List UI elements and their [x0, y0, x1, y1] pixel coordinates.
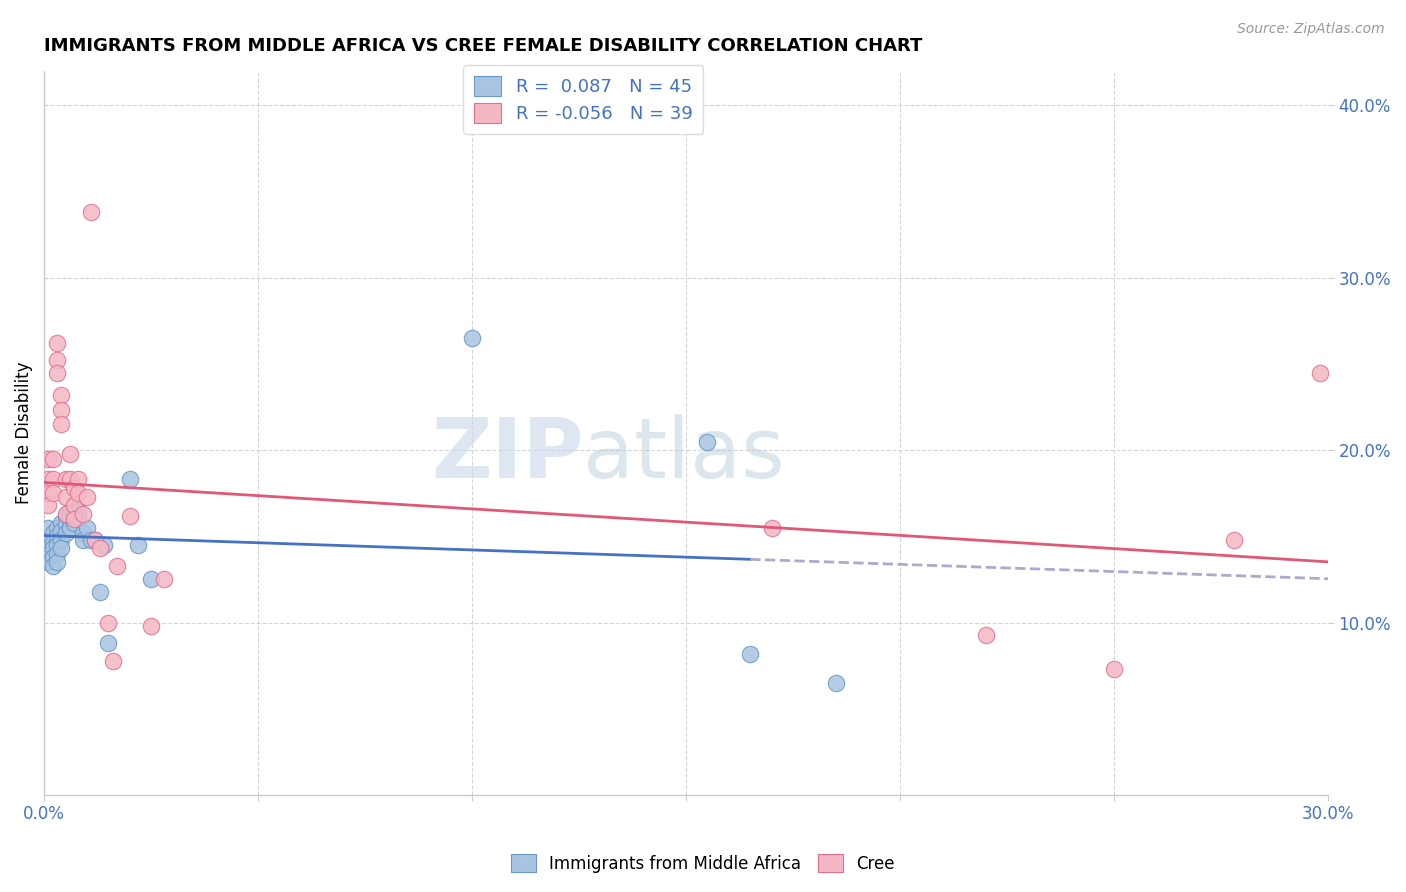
Point — [41, 525, 63, 540]
Point — [97, 615, 120, 630]
Point — [55, 473, 77, 487]
Point — [761, 521, 783, 535]
Point — [37, 499, 59, 513]
Point — [63, 499, 86, 513]
Point — [41, 558, 63, 573]
Point — [51, 524, 73, 539]
Point — [55, 490, 77, 504]
Point — [59, 447, 82, 461]
Point — [118, 473, 141, 487]
Point — [105, 558, 128, 573]
Point — [51, 533, 73, 547]
Y-axis label: Female Disability: Female Disability — [15, 361, 32, 504]
Point — [46, 529, 69, 543]
Point — [153, 573, 176, 587]
Point — [974, 628, 997, 642]
Point — [67, 473, 90, 487]
Point — [41, 550, 63, 565]
Point — [51, 417, 73, 432]
Point — [63, 499, 86, 513]
Point — [37, 547, 59, 561]
Point — [41, 473, 63, 487]
Point — [46, 538, 69, 552]
Point — [63, 481, 86, 495]
Point — [67, 512, 90, 526]
Point — [72, 507, 94, 521]
Point — [67, 503, 90, 517]
Point — [37, 486, 59, 500]
Point — [89, 541, 111, 556]
Point — [46, 366, 69, 380]
Point — [63, 516, 86, 530]
Point — [59, 521, 82, 535]
Point — [55, 508, 77, 523]
Point — [37, 473, 59, 487]
Point — [55, 525, 77, 540]
Point — [51, 388, 73, 402]
Point — [37, 533, 59, 547]
Point — [1308, 366, 1330, 380]
Text: atlas: atlas — [583, 414, 785, 495]
Point — [1223, 533, 1246, 547]
Point — [37, 541, 59, 556]
Text: ZIP: ZIP — [430, 414, 583, 495]
Point — [51, 541, 73, 556]
Point — [46, 521, 69, 535]
Point — [46, 336, 69, 351]
Point — [59, 473, 82, 487]
Point — [55, 517, 77, 532]
Point — [63, 512, 86, 526]
Point — [51, 403, 73, 417]
Point — [41, 541, 63, 556]
Point — [139, 619, 162, 633]
Point — [41, 534, 63, 549]
Point — [461, 331, 484, 345]
Point — [46, 353, 69, 368]
Point — [46, 547, 69, 561]
Legend: R =  0.087   N = 45, R = -0.056   N = 39: R = 0.087 N = 45, R = -0.056 N = 39 — [464, 65, 703, 134]
Text: IMMIGRANTS FROM MIDDLE AFRICA VS CREE FEMALE DISABILITY CORRELATION CHART: IMMIGRANTS FROM MIDDLE AFRICA VS CREE FE… — [44, 37, 922, 55]
Point — [696, 434, 718, 449]
Point — [51, 516, 73, 530]
Legend: Immigrants from Middle Africa, Cree: Immigrants from Middle Africa, Cree — [505, 847, 901, 880]
Point — [93, 538, 115, 552]
Point — [41, 486, 63, 500]
Point — [101, 654, 124, 668]
Point — [80, 533, 103, 547]
Point — [72, 525, 94, 540]
Point — [37, 451, 59, 466]
Point — [37, 521, 59, 535]
Point — [80, 205, 103, 219]
Point — [46, 555, 69, 569]
Point — [63, 507, 86, 521]
Point — [41, 451, 63, 466]
Point — [740, 647, 762, 661]
Point — [84, 533, 107, 547]
Point — [139, 573, 162, 587]
Point — [84, 533, 107, 547]
Text: Source: ZipAtlas.com: Source: ZipAtlas.com — [1237, 22, 1385, 37]
Point — [55, 507, 77, 521]
Point — [89, 584, 111, 599]
Point — [76, 490, 98, 504]
Point — [76, 521, 98, 535]
Point — [59, 503, 82, 517]
Point — [825, 676, 848, 690]
Point — [37, 555, 59, 569]
Point — [72, 533, 94, 547]
Point — [127, 538, 149, 552]
Point — [118, 508, 141, 523]
Point — [1102, 662, 1125, 676]
Point — [67, 486, 90, 500]
Point — [59, 512, 82, 526]
Point — [97, 636, 120, 650]
